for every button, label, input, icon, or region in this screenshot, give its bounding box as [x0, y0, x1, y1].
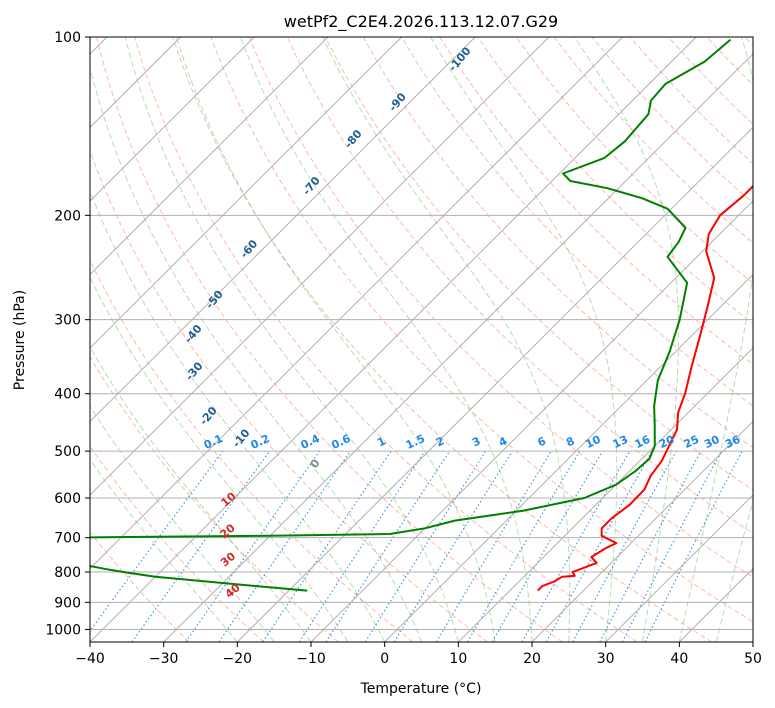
dry-adiabat-line	[90, 531, 190, 642]
mixing-ratio-line	[298, 450, 426, 642]
mixing-ratio-line	[90, 450, 224, 632]
y-tick-label: 100	[54, 30, 81, 46]
moist-adiabat-line	[90, 65, 422, 642]
mixing-ratio-line	[131, 450, 271, 642]
x-tick-label: 10	[449, 651, 467, 667]
plot-frame	[89, 36, 754, 643]
mixing-ratio-label: 16	[633, 433, 653, 451]
dry-adiabat-line	[96, 37, 563, 642]
x-tick-label: 0	[380, 651, 389, 667]
sounding-series	[90, 38, 753, 592]
isotherm-gridline	[531, 420, 753, 642]
x-axis-label: Temperature (°C)	[360, 681, 482, 697]
isotherm-gridline	[90, 37, 697, 642]
mixing-ratio-label: 30	[702, 433, 722, 451]
x-tick-label: −30	[149, 651, 179, 667]
dry-adiabat-line	[172, 37, 712, 642]
mixing-ratio-label: 36	[723, 433, 743, 451]
x-tick-label: −10	[296, 651, 326, 667]
isotherm-gridline	[90, 37, 402, 349]
mixing-ratio-line	[218, 450, 351, 642]
y-tick-label: 1000	[45, 622, 81, 638]
mixing-ratio-line	[644, 450, 743, 642]
y-axis: 100 200 300 400 500 600 700 800 900 1000	[45, 30, 90, 638]
x-tick-label: 50	[744, 651, 762, 667]
y-tick-label: 800	[54, 565, 81, 581]
isotherm-gridline	[90, 37, 550, 496]
y-tick-label: 200	[54, 208, 81, 224]
isotherm-gridline	[605, 494, 753, 642]
isotherm-gridline	[384, 273, 753, 642]
y-tick-label: 600	[54, 491, 81, 507]
mixing-ratio-label: 13	[611, 433, 630, 451]
mixing-ratio-line	[572, 450, 677, 642]
plot-area: 0.1 0.2 0.4 0.6 1 1.5 2 3 4 6 8 10 13 16 20 25 30 36-100-…	[90, 37, 753, 642]
mixing-ratio-line	[185, 450, 321, 642]
moist-adiabat-line	[90, 458, 238, 642]
dry-adiabat-line	[248, 37, 753, 578]
moist-adiabat-line	[124, 37, 459, 642]
dry-adiabat-line	[90, 445, 264, 642]
isotherm-gridline	[236, 126, 753, 642]
x-tick-label: −20	[223, 651, 253, 667]
x-tick-label: 20	[523, 651, 541, 667]
temperature-profile-line	[537, 184, 753, 592]
y-tick-label: 700	[54, 531, 81, 547]
dry-adiabat-line	[210, 37, 753, 623]
mixing-ratio-line	[325, 450, 451, 642]
dry-adiabat-line	[439, 37, 753, 366]
mixing-ratio-line	[262, 450, 392, 642]
y-axis-label: Pressure (hPa)	[12, 290, 28, 390]
x-tick-label: −40	[75, 651, 105, 667]
mixing-ratio-line	[364, 450, 487, 642]
x-tick-label: 30	[597, 651, 615, 667]
y-tick-label: 500	[54, 444, 81, 460]
moist-adiabat-line	[90, 189, 386, 642]
moist-adiabat-line	[322, 37, 571, 642]
x-axis: −40 −30 −20 −10 0 10 20 30 40 50	[75, 642, 762, 667]
mixing-ratio-label: 10	[583, 433, 603, 451]
dewpoint-profile-line	[90, 38, 732, 592]
mixing-ratio-label: 20	[657, 433, 677, 451]
moist-adiabat-line	[574, 37, 680, 642]
isotherm-gridline	[457, 347, 753, 642]
grid-lines	[90, 37, 753, 642]
dry-adiabat-line	[324, 37, 753, 491]
mixing-ratio-line	[521, 450, 631, 642]
moist-adiabat-line	[175, 37, 496, 642]
mixing-ratio-label: 25	[682, 433, 701, 451]
moist-adiabat-line	[90, 276, 349, 642]
chart-title: wetPf2_C2E4.2026.113.12.07.G29	[284, 12, 558, 32]
isotherm-gridline	[310, 200, 753, 642]
isotherm-gridline	[90, 37, 329, 276]
x-tick-label: 40	[670, 651, 688, 667]
dry-adiabat-line	[515, 37, 753, 284]
isotherm-gridline	[90, 37, 255, 202]
dry-adiabat-line	[90, 355, 339, 642]
moist-adiabats	[90, 37, 753, 642]
mixing-ratio-line	[393, 450, 513, 642]
isotherm-gridline	[90, 37, 476, 423]
dry-adiabat-line	[401, 37, 753, 407]
y-tick-label: 400	[54, 387, 81, 403]
isotherm-gridline	[163, 53, 753, 642]
moist-adiabat-line	[678, 37, 753, 642]
moist-adiabat-line	[430, 37, 618, 642]
y-tick-label: 300	[54, 313, 81, 329]
mixing-ratio-line	[545, 450, 653, 642]
mixing-ratio-lines	[90, 450, 743, 642]
dry-adiabat-line	[134, 37, 638, 642]
y-tick-label: 900	[54, 595, 81, 611]
moist-adiabat-line	[240, 37, 533, 642]
dry-adiabat-line	[90, 149, 488, 642]
isotherm-gridline	[90, 37, 623, 570]
